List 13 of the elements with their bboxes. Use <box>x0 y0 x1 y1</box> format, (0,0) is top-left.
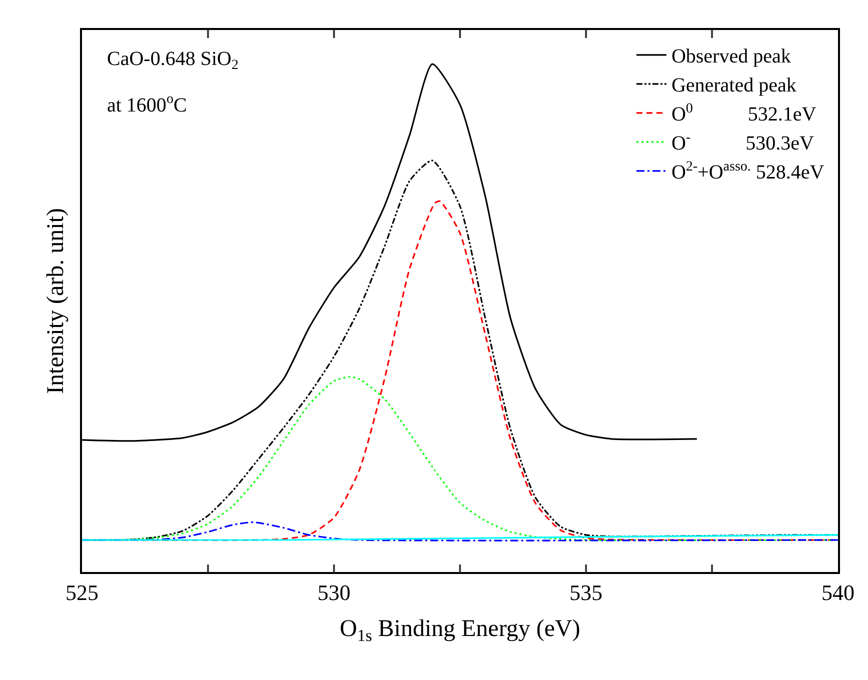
x-tick-label: 525 <box>66 580 98 606</box>
legend-label: O$^{2-}$+O$^{asso.}$ 528.4eV <box>671 159 825 184</box>
text: O$^{0}$ 532.1eV <box>671 101 816 126</box>
x-tick-label: 530 <box>318 580 350 606</box>
x-tick-label: 535 <box>570 580 602 606</box>
annotation: at 1600$^{o}$C <box>107 92 187 116</box>
legend-label: Generated peak <box>671 74 796 97</box>
y-axis-title: Intensity (arb. unit) <box>42 208 69 394</box>
legend-label: Observed peak <box>671 46 791 68</box>
x-axis-title: O$_{1s}$ Binding Energy (eV) <box>340 616 580 645</box>
annotation: CaO-0.648 SiO$_{2}$ <box>107 48 238 74</box>
text: O$^{-}$ 530.3eV <box>671 130 814 155</box>
x-tick-label: 540 <box>822 580 854 606</box>
